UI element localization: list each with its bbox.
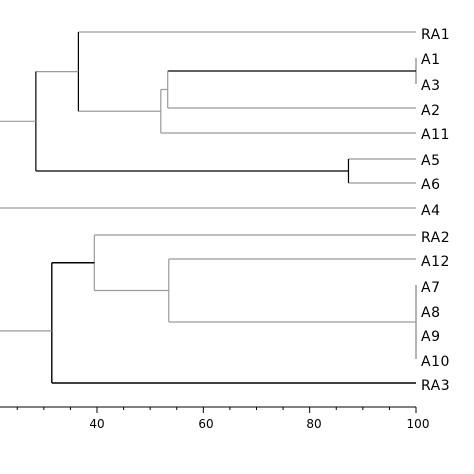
- dendrogram-branches: [0, 31, 417, 384]
- axis-ticks: [16, 407, 417, 413]
- tick-label-100: 100: [407, 417, 430, 431]
- tick-label-80: 80: [306, 417, 321, 431]
- leaf-label-a2: A2: [421, 103, 440, 119]
- leaf-label-a1: A1: [421, 52, 440, 68]
- leaf-label-ra3: RA3: [421, 378, 450, 394]
- leaf-label-ra2: RA2: [421, 230, 450, 246]
- similarity-axis: 40 60 80 100: [0, 406, 430, 431]
- leaf-label-a11: A11: [421, 127, 450, 143]
- leaf-label-a6: A6: [421, 177, 440, 193]
- leaf-label-a5: A5: [421, 153, 440, 169]
- leaf-label-a12: A12: [421, 254, 450, 270]
- leaf-label-a8: A8: [421, 305, 440, 321]
- leaf-label-a7: A7: [421, 280, 440, 296]
- leaf-label-a9: A9: [421, 329, 440, 345]
- tick-label-60: 60: [198, 417, 213, 431]
- leaf-label-a10: A10: [421, 354, 450, 370]
- leaf-label-ra1: RA1: [421, 27, 450, 43]
- leaf-label-a4: A4: [421, 203, 440, 219]
- leaf-label-a3: A3: [421, 78, 440, 94]
- leaf-labels: RA1 A1 A3 A2 A11 A5 A6 A4 RA2 A12 A7 A8 …: [421, 27, 450, 394]
- tick-label-40: 40: [89, 417, 104, 431]
